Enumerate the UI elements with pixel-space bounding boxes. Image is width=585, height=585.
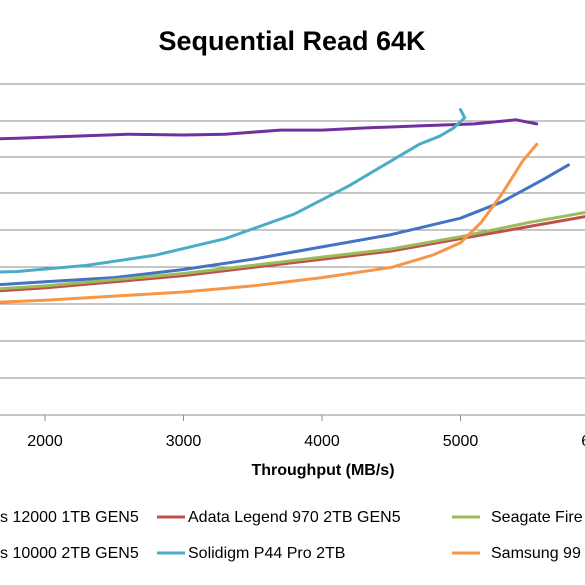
legend-label-1: Adata Legend 970 2TB GEN5 [188, 509, 401, 526]
series-line-1 [0, 215, 585, 293]
series-line-0 [0, 163, 570, 287]
x-tick-label: 6000 [581, 433, 585, 450]
series-line-3 [0, 118, 539, 141]
gridlines [0, 83, 585, 379]
x-tick-label: 4000 [304, 433, 340, 450]
legend-label-0: s 12000 1TB GEN5 [0, 509, 139, 526]
x-tick-labels: 2000 3000 4000 5000 6000 [27, 415, 585, 450]
chart-title: Sequential Read 64K [158, 26, 426, 56]
legend-label-5: Samsung 99 [491, 545, 581, 562]
legend: s 12000 1TB GEN5 Adata Legend 970 2TB GEN… [0, 509, 583, 562]
series-line-4 [0, 108, 467, 274]
x-axis-title: Throughput (MB/s) [251, 462, 394, 479]
x-tick-label: 2000 [27, 433, 63, 450]
legend-label-2: Seagate Fire [491, 509, 583, 526]
series-line-2 [0, 210, 585, 291]
x-tick-label: 3000 [166, 433, 202, 450]
legend-label-4: Solidigm P44 Pro 2TB [188, 545, 345, 562]
series-lines [0, 108, 585, 304]
series-line-5 [0, 142, 539, 304]
legend-label-3: s 10000 2TB GEN5 [0, 545, 139, 562]
x-tick-label: 5000 [443, 433, 479, 450]
